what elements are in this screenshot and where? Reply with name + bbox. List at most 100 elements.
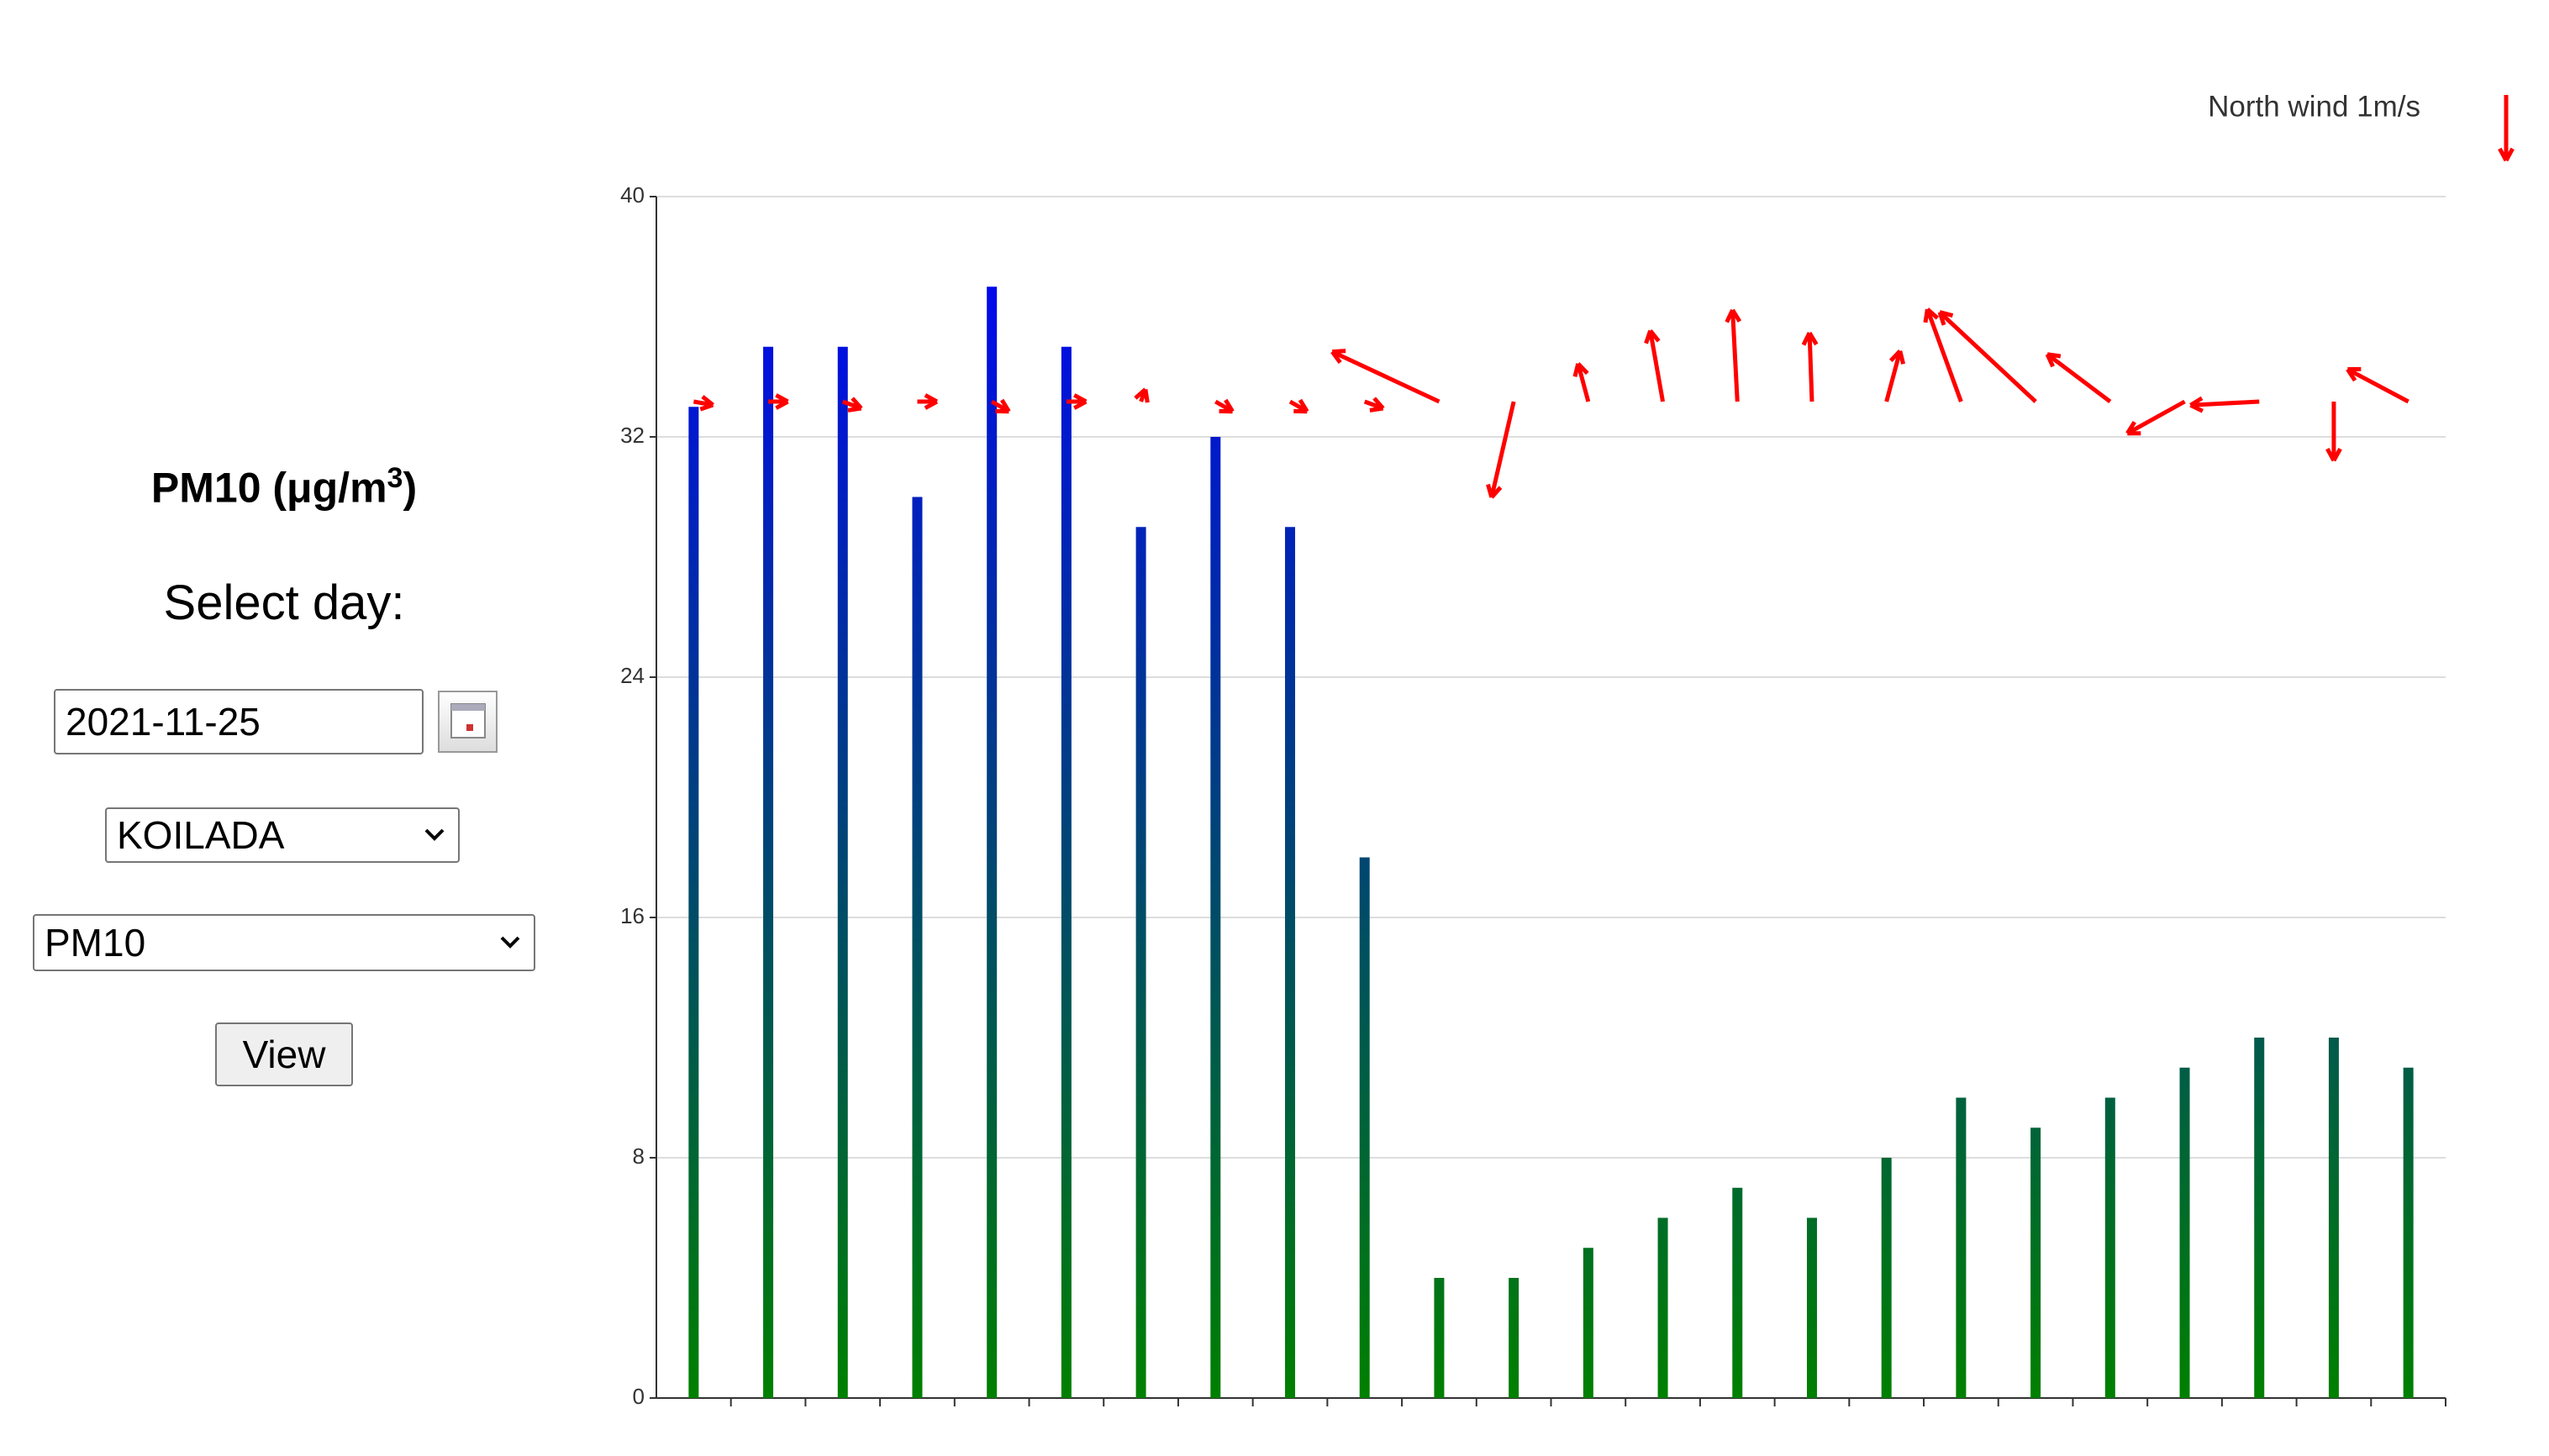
view-button[interactable]: View (215, 1022, 353, 1086)
wind-arrow (1363, 397, 1385, 413)
arrow-head (1073, 393, 1088, 404)
wind-arrow (841, 397, 863, 413)
arrow-shaft (1938, 310, 2037, 403)
arrow-head (999, 398, 1011, 413)
bar (837, 346, 848, 1398)
chevron (500, 936, 520, 949)
bar (1285, 527, 1296, 1398)
arrow-head (2504, 147, 2515, 162)
wind-legend-arrow (2498, 95, 2515, 162)
arrow-shaft (1576, 363, 1591, 402)
arrow-head (1134, 387, 1147, 400)
bar (2403, 1067, 2414, 1398)
wind-legend-label: North wind 1m/s (2208, 90, 2420, 123)
title-close: ) (403, 464, 418, 512)
arrow-shaft (1884, 350, 1903, 402)
bar (1061, 346, 1072, 1398)
bar (1434, 1278, 1445, 1398)
wind-arrow (1486, 401, 1516, 499)
select-day-label: Select day: (163, 576, 405, 630)
arrow-head (1298, 398, 1309, 413)
wind-arrow (693, 395, 714, 412)
arrow-head (2331, 447, 2342, 462)
arrow-shaft (2046, 352, 2112, 403)
panel-title: PM10 (μg/m3) (0, 462, 568, 512)
wind-arrow (1330, 349, 1440, 404)
arrow-head (1330, 350, 1342, 365)
arrow-head (701, 395, 714, 407)
bar (1583, 1248, 1593, 1398)
wind-arrow (2325, 402, 2342, 462)
wind-arrow (1801, 331, 1819, 402)
arrow-head (2045, 353, 2055, 368)
bar (1881, 1158, 1892, 1398)
arrow-head (1644, 329, 1653, 344)
arrow-head (1923, 308, 1930, 323)
wind-arrow (768, 393, 789, 410)
bar (1732, 1187, 1743, 1398)
arrow-shaft (1648, 330, 1666, 402)
bar (2328, 1038, 2339, 1398)
wind-arrow (1923, 307, 1963, 402)
bar (2254, 1038, 2265, 1398)
wind-arrow (1572, 362, 1591, 402)
wind-arrow (1066, 393, 1088, 410)
y-tick-label: 24 (620, 663, 645, 688)
title-superscript: 3 (387, 462, 403, 494)
arrow-head (775, 393, 789, 404)
wind-arrow (2125, 399, 2186, 436)
calendar-button[interactable] (438, 691, 498, 753)
wind-arrow (1288, 398, 1309, 414)
wind-arrow (1884, 350, 1906, 402)
y-tick-label: 8 (633, 1143, 645, 1169)
bar (688, 407, 699, 1398)
wind-arrow (1725, 308, 1742, 402)
station-value: KOILADA (117, 813, 285, 857)
date-input[interactable]: 2021-11-25 (54, 689, 424, 754)
bar (1359, 857, 1370, 1398)
y-tick-label: 16 (620, 903, 645, 928)
arrow-head (1725, 308, 1735, 323)
arrow-head (2346, 368, 2357, 382)
bar (1210, 437, 1221, 1398)
y-tick-label: 40 (620, 182, 645, 208)
arrow-head (1572, 363, 1581, 377)
arrow-shaft (2126, 399, 2186, 436)
station-select[interactable]: KOILADA (105, 807, 460, 863)
y-tick-label: 0 (633, 1384, 645, 1409)
bar (987, 286, 998, 1398)
arrow-shaft (2346, 367, 2409, 404)
arrow-head (2189, 403, 2204, 413)
arrow-shaft (1807, 333, 1814, 402)
arrow-head (1224, 398, 1235, 413)
pollutant-select[interactable]: PM10 (33, 914, 535, 971)
y-tick-label: 32 (620, 423, 645, 448)
arrow-shaft (1331, 350, 1440, 404)
arrow-head (1937, 311, 1946, 326)
arrow-head (1888, 350, 1902, 363)
chevron (424, 828, 445, 841)
wind-arrow (2346, 366, 2409, 404)
bar (1956, 1097, 1967, 1398)
bar (1657, 1217, 1668, 1398)
title-text: PM10 (μg/m (150, 464, 387, 512)
wind-arrow (1134, 387, 1150, 403)
wind-arrow (1644, 329, 1666, 402)
bar (1806, 1217, 1817, 1398)
arrow-head (1489, 486, 1503, 499)
arrow-head (1372, 397, 1385, 410)
arrow-shaft (1489, 401, 1516, 498)
bar (1509, 1278, 1519, 1398)
wind-arrow (990, 398, 1011, 414)
bar (2179, 1067, 2190, 1398)
wind-arrow (2045, 352, 2112, 403)
wind-arrow (1214, 398, 1235, 414)
pollutant-value: PM10 (45, 921, 146, 965)
wind-arrow (2189, 396, 2260, 413)
arrow-head (924, 393, 939, 404)
arrow-head (1801, 332, 1812, 346)
arrow-head (851, 397, 863, 410)
bar (763, 346, 774, 1398)
bar (2104, 1097, 2115, 1398)
